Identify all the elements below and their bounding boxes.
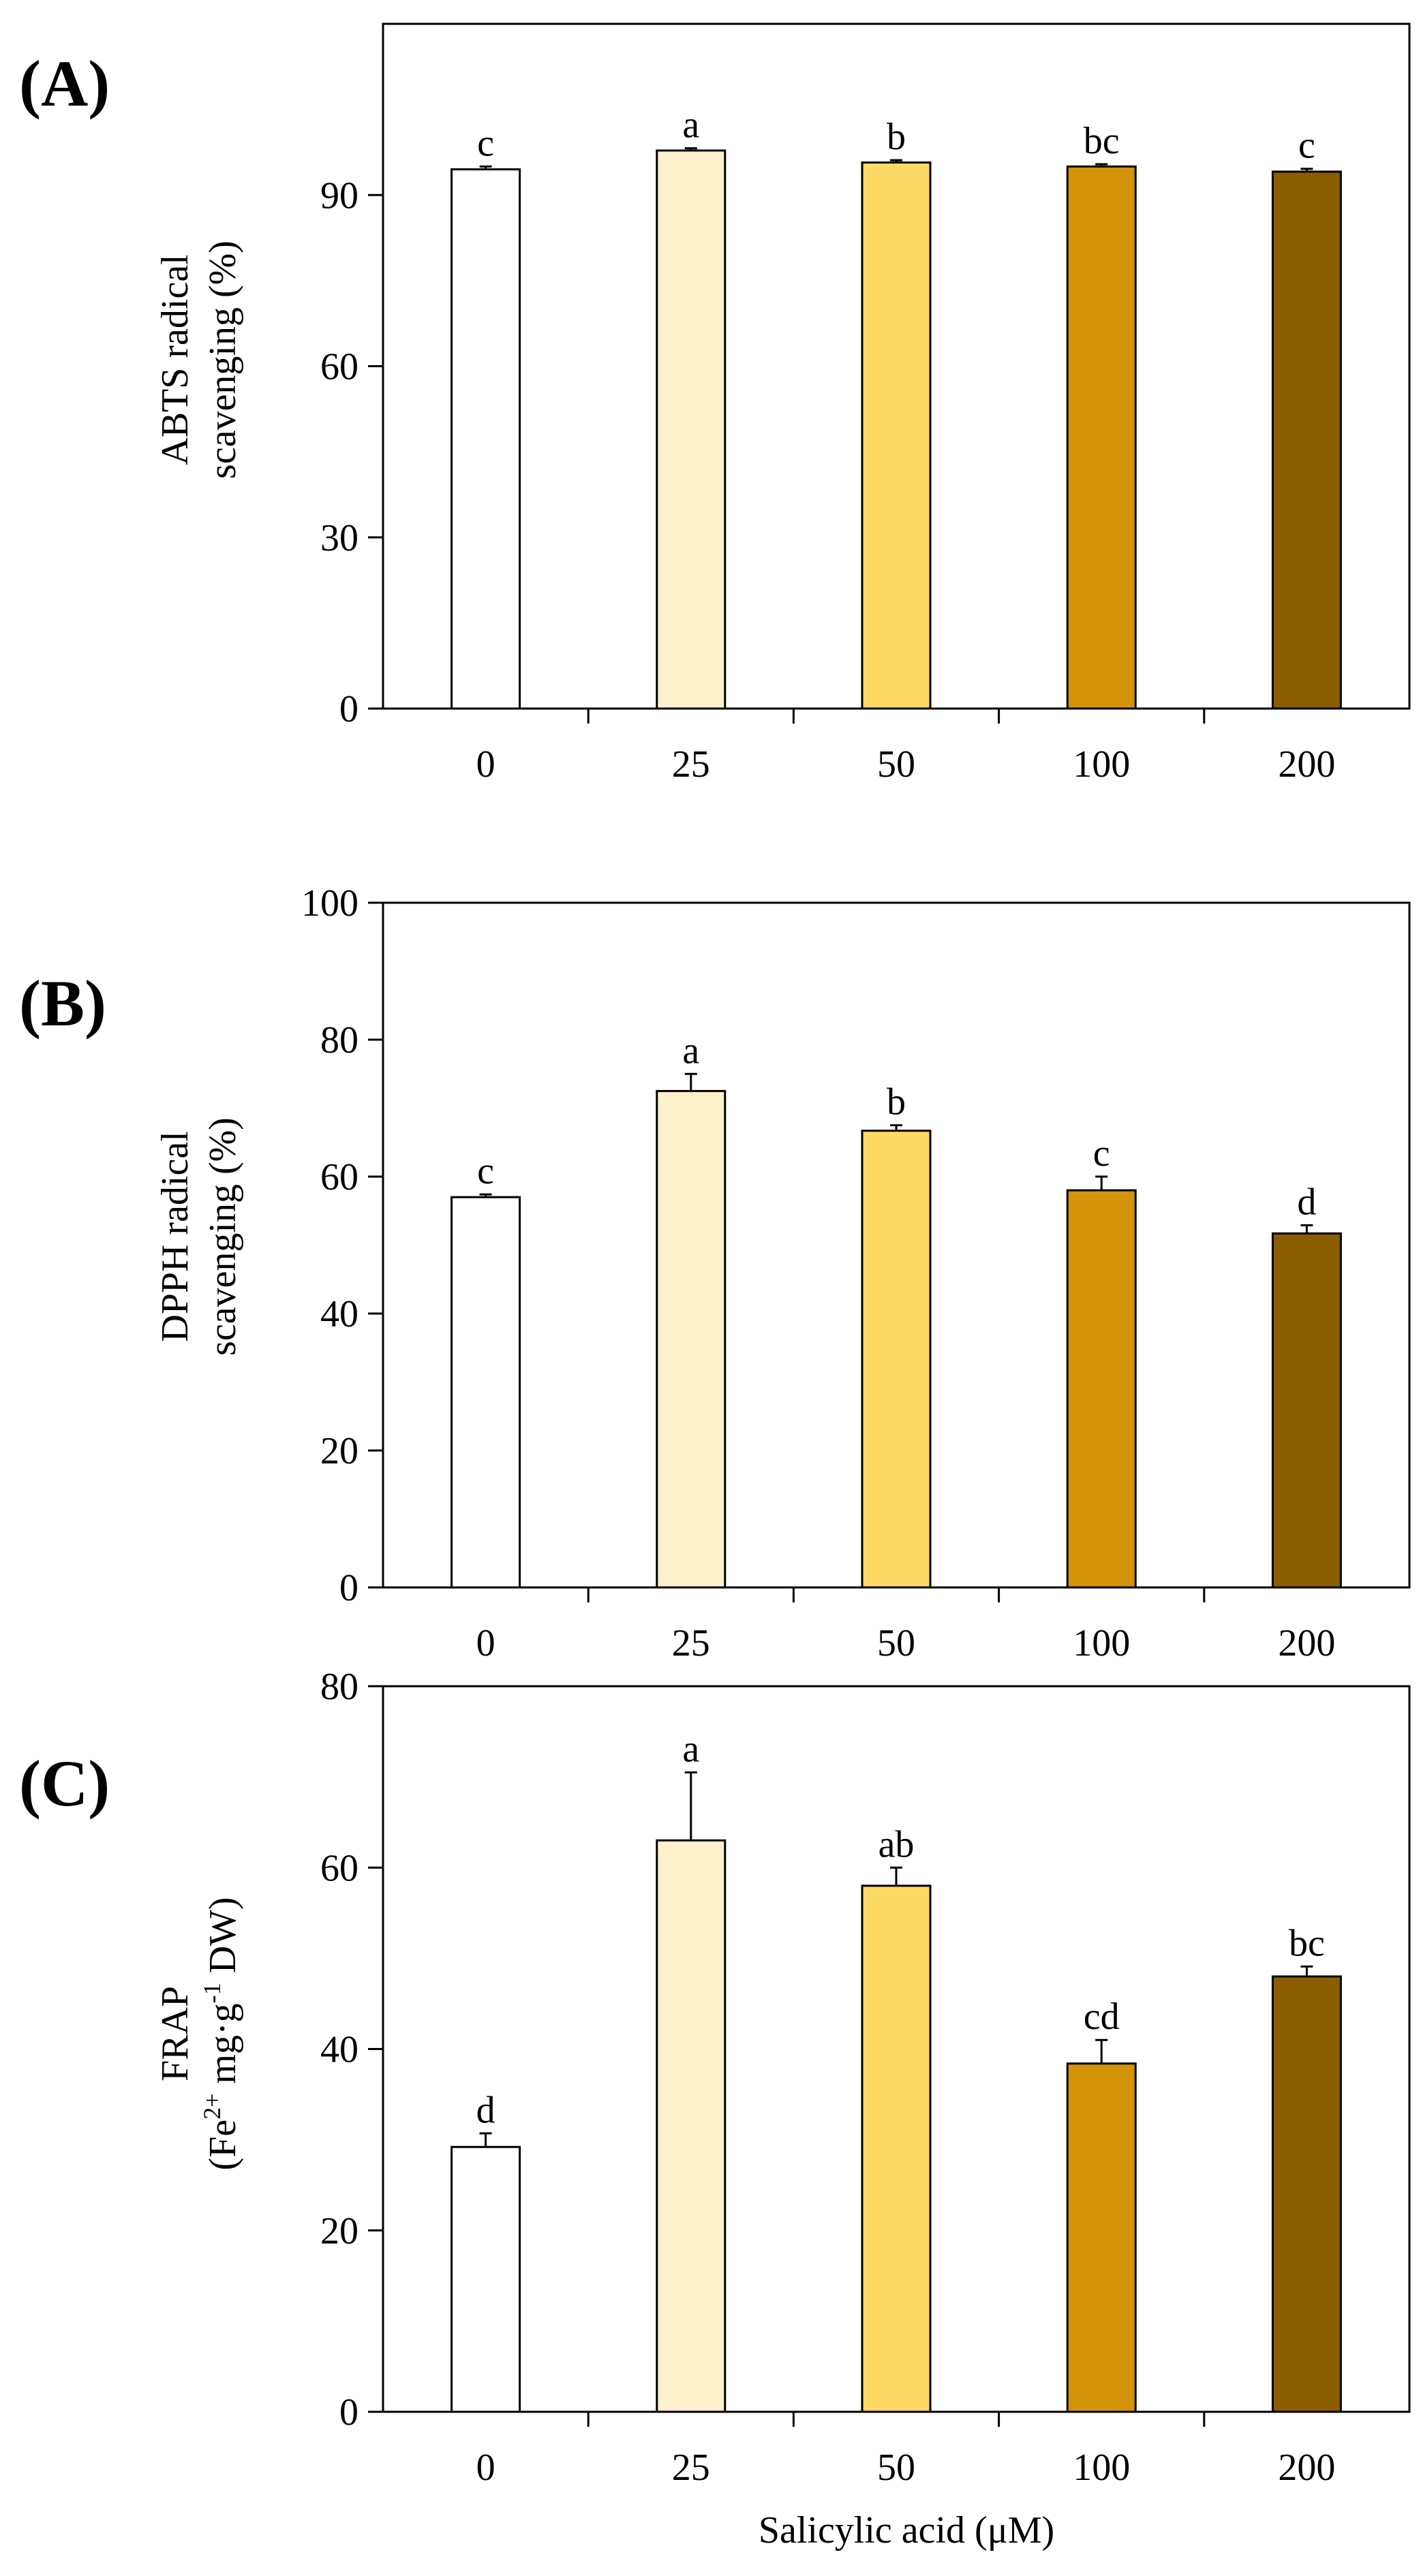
ylabel-c-part2: mg·g bbox=[202, 2003, 244, 2093]
x-tick-label-c-25: 25 bbox=[672, 2447, 710, 2489]
sig-label-a-100: bc bbox=[1084, 120, 1120, 162]
sig-label-b-50: b bbox=[887, 1081, 906, 1123]
sig-label-a-50: b bbox=[887, 116, 906, 158]
y-tick-label-c-1: 20 bbox=[320, 2210, 358, 2252]
x-tick-label-c-0: 0 bbox=[476, 2447, 495, 2489]
x-tick-label-b-100: 100 bbox=[1073, 1622, 1130, 1664]
y-axis-label-a-line1: ABTS radical bbox=[154, 254, 196, 465]
x-tick-label-b-50: 50 bbox=[877, 1622, 915, 1664]
y-tick-label-b-0: 0 bbox=[339, 1567, 358, 1609]
y-tick-label-c-3: 60 bbox=[320, 1847, 358, 1889]
y-tick-label-a-0: 0 bbox=[339, 688, 358, 730]
x-tick-label-c-200: 200 bbox=[1278, 2447, 1335, 2489]
bar-b-25 bbox=[656, 1089, 727, 1589]
y-tick-label-b-3: 60 bbox=[320, 1156, 358, 1198]
y-tick-label-b-4: 80 bbox=[320, 1019, 358, 1061]
bar-a-50 bbox=[861, 161, 932, 710]
bar-b-200 bbox=[1271, 1232, 1342, 1589]
sig-label-c-0: d bbox=[476, 2089, 495, 2131]
sig-label-c-100: cd bbox=[1084, 1996, 1120, 2038]
y-tick-label-b-5: 100 bbox=[301, 882, 358, 925]
bar-a-200 bbox=[1271, 170, 1342, 710]
ylabel-c-sup1: 2+ bbox=[198, 2094, 226, 2120]
sig-label-a-0: c bbox=[477, 122, 494, 164]
panel-b: (B) DPPH radical scavenging (%) 0 20 40 60 8… bbox=[19, 882, 1411, 1664]
bar-c-25 bbox=[656, 1839, 727, 2413]
x-tick-label-a-25: 25 bbox=[672, 743, 710, 786]
panel-label-a: (A) bbox=[19, 47, 110, 120]
y-tick-label-b-2: 40 bbox=[320, 1293, 358, 1335]
sig-label-b-200: d bbox=[1297, 1181, 1316, 1223]
x-tick-label-a-0: 0 bbox=[476, 743, 495, 786]
panel-label-c: (C) bbox=[19, 1747, 110, 1820]
sig-label-a-25: a bbox=[682, 104, 699, 146]
ylabel-c-sup2: -1 bbox=[198, 1983, 226, 2003]
y-axis-label-c-line2: (Fe2+ mg·g-1 DW) bbox=[198, 1897, 244, 2170]
panel-a: (A) ABTS radical scavenging (%) 0 30 60 90 c… bbox=[19, 22, 1411, 786]
x-tick-label-b-0: 0 bbox=[476, 1622, 495, 1664]
bar-c-100 bbox=[1066, 2062, 1137, 2413]
panel-label-b: (B) bbox=[19, 967, 106, 1040]
x-axis-label-c: Salicylic acid (μM) bbox=[759, 2509, 1054, 2551]
y-tick-label-a-1: 30 bbox=[320, 517, 358, 559]
x-tick-label-c-100: 100 bbox=[1073, 2447, 1130, 2489]
x-tick-label-a-200: 200 bbox=[1278, 743, 1335, 786]
ylabel-c-part3: DW) bbox=[202, 1897, 244, 1983]
y-axis-label-a-line2: scavenging (%) bbox=[202, 240, 244, 479]
panel-c: (C) FRAP (Fe2+ mg·g-1 DW) Salicylic acid… bbox=[19, 1666, 1411, 2551]
y-tick-label-c-4: 80 bbox=[320, 1666, 358, 1708]
y-axis-label-c-line1: FRAP bbox=[154, 1986, 196, 2081]
x-tick-label-b-25: 25 bbox=[672, 1622, 710, 1664]
y-axis-label-b-line1: DPPH radical bbox=[154, 1131, 196, 1342]
bar-c-0 bbox=[450, 2145, 521, 2413]
sig-label-a-200: c bbox=[1298, 125, 1315, 167]
sig-label-b-25: a bbox=[682, 1029, 699, 1072]
x-tick-label-a-50: 50 bbox=[877, 743, 915, 786]
bar-a-25 bbox=[656, 149, 727, 710]
sig-label-c-25: a bbox=[682, 1728, 699, 1770]
y-tick-label-a-3: 90 bbox=[320, 174, 358, 217]
ylabel-c-part1: (Fe bbox=[202, 2120, 244, 2171]
bar-a-0 bbox=[450, 168, 521, 710]
x-tick-label-a-100: 100 bbox=[1073, 743, 1130, 786]
x-tick-label-c-50: 50 bbox=[877, 2447, 915, 2489]
y-tick-label-c-0: 0 bbox=[339, 2391, 358, 2434]
x-tick-label-b-200: 200 bbox=[1278, 1622, 1335, 1664]
y-tick-label-c-2: 40 bbox=[320, 2029, 358, 2071]
y-tick-label-b-1: 20 bbox=[320, 1430, 358, 1472]
sig-label-c-50: ab bbox=[878, 1823, 915, 1865]
bar-b-100 bbox=[1066, 1189, 1137, 1589]
bar-c-200 bbox=[1271, 1975, 1342, 2413]
bar-b-50 bbox=[861, 1130, 932, 1589]
sig-label-c-200: bc bbox=[1289, 1922, 1325, 1964]
y-tick-label-a-2: 60 bbox=[320, 346, 358, 388]
y-axis-label-b-line2: scavenging (%) bbox=[202, 1117, 244, 1356]
bar-c-50 bbox=[861, 1884, 932, 2413]
bar-a-100 bbox=[1066, 165, 1137, 710]
sig-label-b-100: c bbox=[1093, 1132, 1110, 1175]
sig-label-b-0: c bbox=[477, 1150, 494, 1192]
bar-b-0 bbox=[450, 1196, 521, 1589]
